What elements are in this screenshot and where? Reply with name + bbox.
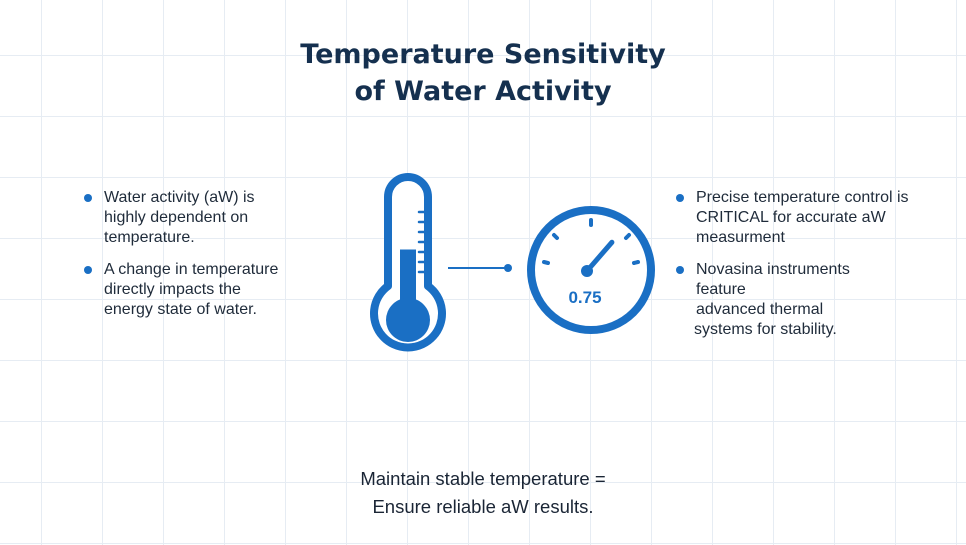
bullet-text-line: systems for stability. bbox=[694, 321, 837, 338]
page-title: Temperature Sensitivity of Water Activit… bbox=[0, 36, 966, 110]
connector-dot bbox=[504, 264, 512, 272]
thermometer-scale bbox=[417, 210, 428, 274]
thermometer-icon bbox=[370, 173, 446, 352]
thermometer-mercury bbox=[400, 249, 416, 310]
bullet-text-line: Water activity (aW) is bbox=[104, 189, 255, 206]
bullet-text-line: directly impacts the bbox=[104, 281, 241, 298]
right-bullet-1: Precise temperature control is CRITICAL … bbox=[676, 188, 956, 248]
gauge-ticks bbox=[542, 218, 640, 265]
gauge-value: 0.75 bbox=[568, 288, 601, 307]
right-bullet-2: Novasina instruments feature advanced th… bbox=[676, 260, 956, 340]
thermometer-bulb bbox=[386, 298, 430, 342]
bullet-text-line: temperature. bbox=[104, 229, 195, 246]
footer-statement: Maintain stable temperature = Ensure rel… bbox=[0, 465, 966, 521]
right-bullet-list: Precise temperature control is CRITICAL … bbox=[676, 188, 956, 352]
bullet-text-line: feature bbox=[696, 281, 746, 298]
title-line-2: of Water Activity bbox=[354, 76, 612, 107]
bullet-text-line: energy state of water. bbox=[104, 301, 257, 318]
bullet-text-line: Precise temperature control is bbox=[696, 189, 909, 206]
left-bullet-2: A change in temperature directly impacts… bbox=[84, 260, 324, 320]
bullet-text-line: A change in temperature bbox=[104, 261, 279, 278]
bullet-text-line: measurment bbox=[696, 229, 785, 246]
gauge-hub bbox=[581, 265, 593, 277]
bullet-text-line: highly dependent on bbox=[104, 209, 249, 226]
footer-line-2: Ensure reliable aW results. bbox=[372, 496, 594, 517]
left-bullet-list: Water activity (aW) is highly dependent … bbox=[84, 188, 324, 332]
bullet-text-line: advanced thermal bbox=[696, 301, 824, 318]
gauge-needle bbox=[584, 239, 615, 274]
gauge-icon: 0.75 bbox=[527, 206, 655, 334]
bullet-text-line: Novasina instruments bbox=[696, 261, 850, 278]
left-bullet-1: Water activity (aW) is highly dependent … bbox=[84, 188, 324, 248]
bullet-text-line: CRITICAL for accurate aW bbox=[696, 209, 886, 226]
footer-line-1: Maintain stable temperature = bbox=[360, 468, 606, 489]
title-line-1: Temperature Sensitivity bbox=[300, 39, 666, 70]
